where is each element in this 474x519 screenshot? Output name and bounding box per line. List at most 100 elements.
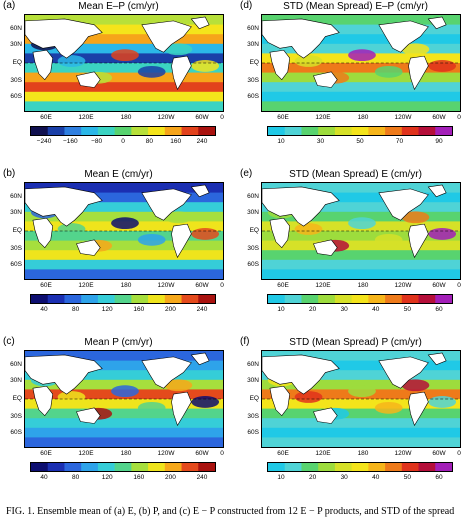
continent [32, 217, 54, 249]
field-blob [111, 385, 139, 398]
continent [141, 188, 192, 221]
colorbar-tick: 90 [435, 138, 443, 145]
colorbar-swatch [418, 463, 436, 471]
field-blob [111, 217, 139, 230]
field-band [25, 408, 223, 419]
colorbar-swatch [284, 127, 302, 135]
colorbar-swatch [131, 295, 149, 303]
colorbar-swatch [148, 127, 166, 135]
lat-tick: 60N [10, 361, 22, 368]
panel-label: (b) [3, 168, 16, 179]
field-blob [137, 233, 166, 246]
field-band [262, 101, 460, 111]
field-blob [191, 60, 220, 72]
colorbar-swatch [131, 127, 149, 135]
colorbar-swatch [198, 463, 215, 471]
field-blob [164, 379, 193, 392]
colorbar-swatch [435, 295, 452, 303]
field-blob [348, 385, 376, 398]
lon-tick: 180 [120, 450, 132, 457]
continent [171, 391, 192, 427]
field-band [262, 259, 460, 270]
lon-tick: 60E [277, 114, 289, 121]
field-band [262, 43, 460, 54]
figure-caption: FIG. 1. Ensemble mean of (a) E, (b) P, a… [6, 506, 455, 517]
lat-tick: EQ [12, 227, 22, 234]
colorbar-tick: 50 [403, 474, 412, 481]
continent [25, 18, 103, 59]
colorbar-tick: −240 [36, 138, 52, 145]
colorbar-tick: 20 [308, 474, 317, 481]
lon-tick: 60W [432, 282, 446, 289]
lat-tick: 60S [247, 93, 259, 100]
lon-tick: 180 [357, 282, 369, 289]
colorbar-tick: 240 [196, 306, 208, 313]
panel-label: (c) [3, 336, 15, 347]
colorbar-tick: 40 [372, 474, 380, 481]
continent [190, 16, 210, 30]
field-band [25, 72, 223, 83]
field-band [25, 202, 223, 213]
field-blob [164, 211, 193, 224]
map-panel: (f) STD (Mean Spread) P (cm/yr) 60N 30N EQ 30… [237, 336, 474, 509]
colorbar-swatch [268, 127, 286, 135]
colorbar-tick: 80 [71, 306, 80, 313]
colorbar-tick: 0 [121, 138, 125, 145]
field-blob [374, 65, 403, 78]
colorbar-swatch [368, 127, 386, 135]
continent [313, 407, 338, 424]
field-band [262, 82, 460, 93]
field-band [25, 192, 223, 203]
lon-tick: 180 [120, 282, 132, 289]
field-blob [348, 217, 376, 230]
colorbar-swatch [418, 127, 436, 135]
lat-tick: EQ [249, 395, 259, 402]
colorbar-swatch [31, 127, 49, 135]
colorbar-swatch [401, 295, 420, 303]
map-panel: (a) Mean E–P (cm/yr) 60N 30N EQ 30S 60S 60E 120E… [0, 0, 237, 173]
colorbar-swatch [385, 463, 403, 471]
lat-tick: 30N [10, 209, 22, 216]
lat-tick: 30N [247, 41, 259, 48]
lat-tick: 60N [10, 25, 22, 32]
lat-tick: EQ [249, 227, 259, 234]
colorbar-swatch [318, 295, 336, 303]
continent [171, 55, 192, 91]
field-band [262, 192, 460, 203]
continent [269, 49, 291, 81]
field-band [262, 34, 460, 45]
colorbar-swatch [181, 127, 199, 135]
lat-tick: 60N [247, 361, 259, 368]
field-band [262, 63, 460, 74]
lat-tick: EQ [249, 59, 259, 66]
field-band [262, 399, 460, 410]
lat-tick: 60S [247, 261, 259, 268]
colorbar-tick: 80 [145, 138, 153, 145]
lon-tick: 120W [157, 450, 175, 457]
field-blob [428, 60, 457, 72]
field-band [25, 43, 223, 54]
colorbar-swatch [47, 295, 65, 303]
lat-tick: 30N [10, 41, 22, 48]
colorbar-tick: −80 [91, 138, 103, 145]
colorbar-swatch [97, 127, 116, 135]
field-blob [164, 43, 193, 56]
field-blob [294, 391, 323, 403]
field-blob [428, 396, 457, 408]
field-band [25, 269, 223, 279]
continent [262, 18, 340, 59]
continent [76, 71, 101, 88]
map-plot [24, 182, 224, 280]
field-band [262, 360, 460, 371]
field-blob [401, 379, 430, 392]
colorbar-swatch [334, 295, 353, 303]
colorbar-tick: 40 [40, 306, 48, 313]
colorbar-swatch [435, 463, 452, 471]
continent [408, 55, 429, 91]
lon-tick: 120E [78, 282, 94, 289]
lon-tick: 60E [40, 114, 52, 121]
continent [25, 186, 103, 227]
panel-label: (e) [240, 168, 253, 179]
colorbar-swatch [148, 295, 166, 303]
lat-tick: 30S [10, 77, 22, 84]
